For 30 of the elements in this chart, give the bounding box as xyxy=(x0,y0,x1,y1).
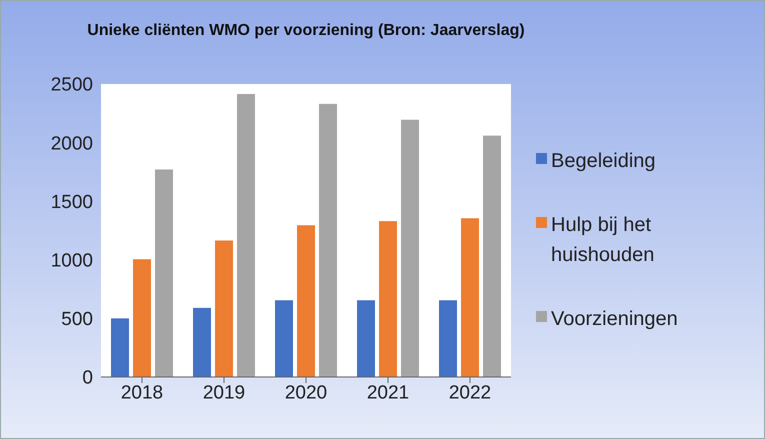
legend-label: Voorzieningen xyxy=(551,307,679,332)
x-tick-label: 2021 xyxy=(366,382,410,404)
bar xyxy=(193,308,211,377)
bar xyxy=(111,318,129,377)
bar xyxy=(379,221,397,377)
bar xyxy=(133,259,151,377)
bar xyxy=(237,94,255,377)
bar xyxy=(401,120,419,377)
bar xyxy=(357,300,375,377)
y-tick-label: 2000 xyxy=(50,133,93,154)
x-tick-label: 2022 xyxy=(448,382,492,404)
y-tick-label: 1000 xyxy=(50,250,93,272)
bar xyxy=(215,240,233,377)
bar xyxy=(319,104,337,377)
y-tick-label: 1500 xyxy=(50,192,93,213)
y-tick-label: 500 xyxy=(61,309,93,330)
legend-label: Hulp bij het huishouden xyxy=(551,213,656,268)
x-tick-label: 2019 xyxy=(202,382,246,404)
bar xyxy=(483,136,501,377)
y-tick-label: 0 xyxy=(82,368,93,389)
bar xyxy=(155,170,173,377)
x-tick-label: 2018 xyxy=(120,382,164,404)
bar xyxy=(439,300,457,377)
chart-title: Unieke cliënten WMO per voorziening (Bron: Jaarverslag) xyxy=(86,21,526,41)
bar xyxy=(461,218,479,377)
x-tick-label: 2020 xyxy=(284,382,328,404)
legend-label: Begeleiding xyxy=(551,149,657,174)
bar xyxy=(297,225,315,377)
y-tick-label: 2500 xyxy=(50,74,93,96)
bar xyxy=(275,300,293,377)
